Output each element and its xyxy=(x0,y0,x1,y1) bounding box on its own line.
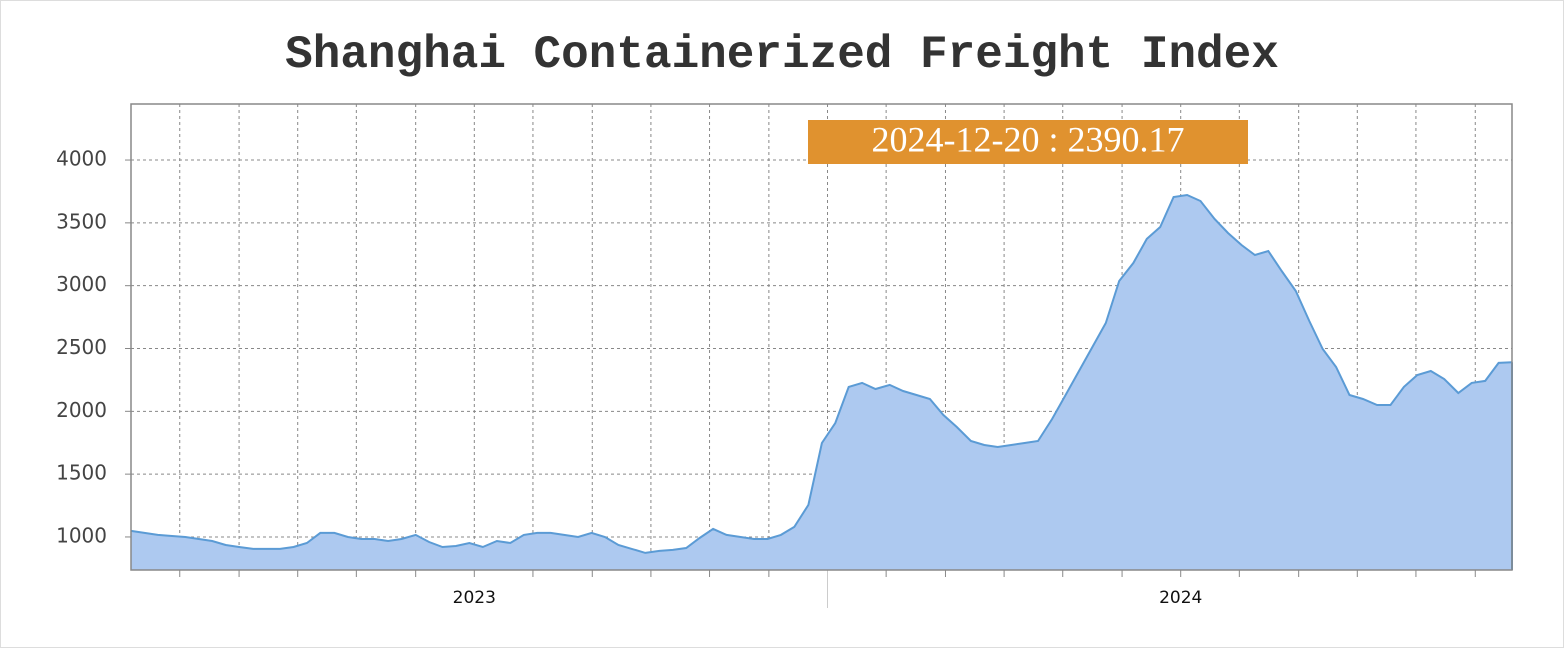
area-line xyxy=(130,193,1513,554)
area-fill xyxy=(131,195,1512,570)
chart-title: Shanghai Containerized Freight Index xyxy=(285,29,1279,81)
annotation-box xyxy=(808,120,1248,164)
y-tick-label: 2500 xyxy=(56,335,107,359)
y-tick-label: 2000 xyxy=(56,398,107,422)
y-tick-label: 3500 xyxy=(56,209,107,233)
y-tick-label: 1500 xyxy=(56,461,107,485)
x-tick-label: 2023 xyxy=(453,588,496,608)
y-tick-label: 1000 xyxy=(56,523,107,547)
y-tick-label: 4000 xyxy=(56,147,107,171)
annotation: 2024-12-20 : 2390.17 xyxy=(872,119,1185,159)
y-tick-label: 3000 xyxy=(56,272,107,296)
plot-frame xyxy=(130,103,1513,571)
axes: 1000 1500 2000 2500 3000 3500 4000 2023 2024 2024… xyxy=(56,103,1513,608)
x-tick-label: 2024 xyxy=(1159,588,1202,608)
